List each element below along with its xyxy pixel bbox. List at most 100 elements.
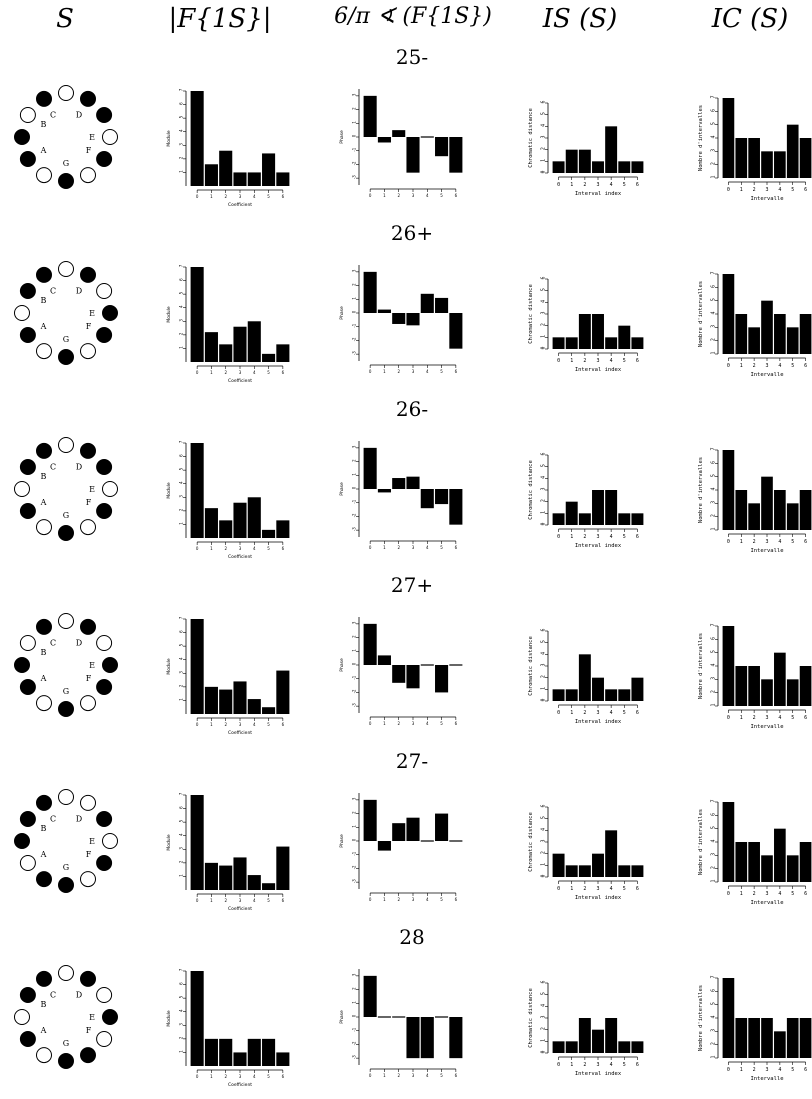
x-tick-label: 3 (239, 194, 242, 199)
pitch-class-dot (80, 167, 96, 184)
x-tick-label: 4 (253, 194, 256, 199)
note-label: B (41, 648, 47, 657)
x-tick-label: 1 (210, 546, 213, 551)
y-tick-label: 2 (352, 987, 357, 990)
y-tick-label: 2 (711, 162, 717, 165)
row-label: 28 (399, 925, 425, 949)
y-tick-label: 5 (541, 992, 547, 995)
bar (631, 161, 644, 173)
bar (190, 619, 204, 714)
y-tick-label: 1 (541, 335, 547, 338)
y-axis-label: Phase (339, 130, 345, 144)
note-label: C (50, 462, 56, 471)
pitch-class-dot (96, 327, 113, 343)
y-tick-label: 3 (352, 621, 357, 624)
y-tick-label: 7 (711, 271, 717, 274)
x-axis-label: Coefficient (228, 906, 252, 912)
y-tick-label: 1 (179, 522, 184, 525)
x-tick-label: 1 (383, 193, 386, 198)
y-tick-label: 3 (179, 1023, 184, 1026)
bar (219, 1038, 233, 1066)
x-tick-label: 0 (727, 715, 730, 721)
y-tick-label: 2 (179, 684, 184, 687)
x-tick-label: 6 (804, 715, 807, 721)
x-tick-label: 6 (636, 182, 639, 188)
bar (735, 1018, 748, 1058)
interval-structure-chart: 0 1 2 3 4 5 6 0 1 2 3 4 5 6 Interval index Chromatic di… (528, 804, 644, 901)
x-tick-label: 6 (455, 897, 458, 902)
pitch-class-dot (80, 871, 96, 888)
pitch-class-dot (36, 695, 52, 712)
bar (262, 353, 276, 362)
x-tick-label: 5 (440, 1073, 443, 1078)
x-tick-label: 0 (557, 710, 560, 716)
x-tick-label: 4 (778, 187, 781, 193)
bar (449, 1017, 463, 1059)
bar (552, 337, 565, 349)
y-tick-label: 2 (352, 107, 357, 110)
y-tick-label: 5 (711, 1002, 717, 1005)
y-tick-label: -3 (352, 1055, 357, 1059)
y-tick-label: 4 (179, 129, 184, 132)
x-tick-label: 1 (570, 358, 573, 364)
y-tick-label: -1 (352, 1027, 357, 1031)
x-tick-label: 2 (753, 187, 756, 193)
pitch-class-dot (58, 965, 74, 981)
x-tick-label: 3 (412, 897, 415, 902)
y-tick-label: 4 (179, 1009, 184, 1012)
bar (735, 314, 748, 354)
y-tick-label: 6 (541, 628, 547, 631)
y-tick-label: 0 (352, 662, 357, 665)
pitch-class-dot (80, 442, 96, 459)
bar (233, 502, 247, 538)
x-tick-label: 1 (570, 182, 573, 188)
pitch-class-dot (36, 970, 52, 987)
pitch-class-dot (96, 503, 113, 519)
bar (761, 151, 773, 178)
bar (262, 529, 276, 538)
y-tick-label: 3 (541, 1015, 547, 1018)
bar (774, 1031, 786, 1058)
pitch-class-dot (19, 635, 36, 651)
bar (799, 1018, 812, 1058)
y-tick-label: 3 (352, 445, 357, 448)
y-tick-label: 4 (541, 300, 547, 303)
x-tick-label: 4 (253, 370, 256, 375)
y-axis-label: Phase (339, 658, 345, 672)
pitch-class-dot (19, 283, 36, 299)
x-tick-label: 3 (596, 886, 599, 892)
note-circle: C D EF G A B (14, 789, 118, 893)
y-tick-label: 5 (179, 643, 184, 646)
bar (204, 332, 218, 362)
x-tick-label: 4 (253, 546, 256, 551)
bar (552, 853, 565, 877)
y-tick-label: 7 (179, 968, 184, 971)
x-axis-label: Intervalle (750, 900, 783, 906)
bar (247, 875, 261, 890)
x-tick-label: 0 (727, 187, 730, 193)
bar (435, 813, 449, 841)
y-tick-label: -1 (352, 851, 357, 855)
interval-structure-chart: 0 1 2 3 4 5 6 0 1 2 3 4 5 6 Interval index Chromatic di… (528, 628, 644, 725)
bar (578, 865, 591, 877)
note-circle: C D EF G A B (14, 437, 118, 541)
y-tick-label: 1 (541, 159, 547, 162)
pitch-class-dot (80, 1047, 96, 1064)
x-tick-label: 0 (727, 539, 730, 545)
header-set: S (56, 4, 74, 34)
note-label: G (63, 335, 69, 344)
bar (204, 1038, 218, 1066)
pitch-class-dot (96, 459, 113, 475)
interval-content-chart: 1 2 3 4 5 6 7 0 1 2 3 4 5 6 Intervalle Nombre d'interva… (698, 95, 812, 202)
y-tick-label: 6 (179, 278, 184, 281)
x-axis-label: Interval index (575, 367, 622, 373)
x-tick-label: 1 (740, 715, 743, 721)
pitch-class-dot (19, 503, 36, 519)
y-tick-label: 5 (711, 298, 717, 301)
bar (420, 293, 434, 313)
bar (420, 840, 434, 842)
bar (219, 344, 233, 362)
x-tick-label: 0 (196, 898, 199, 903)
y-tick-label: -2 (352, 865, 357, 869)
bar (722, 626, 735, 706)
